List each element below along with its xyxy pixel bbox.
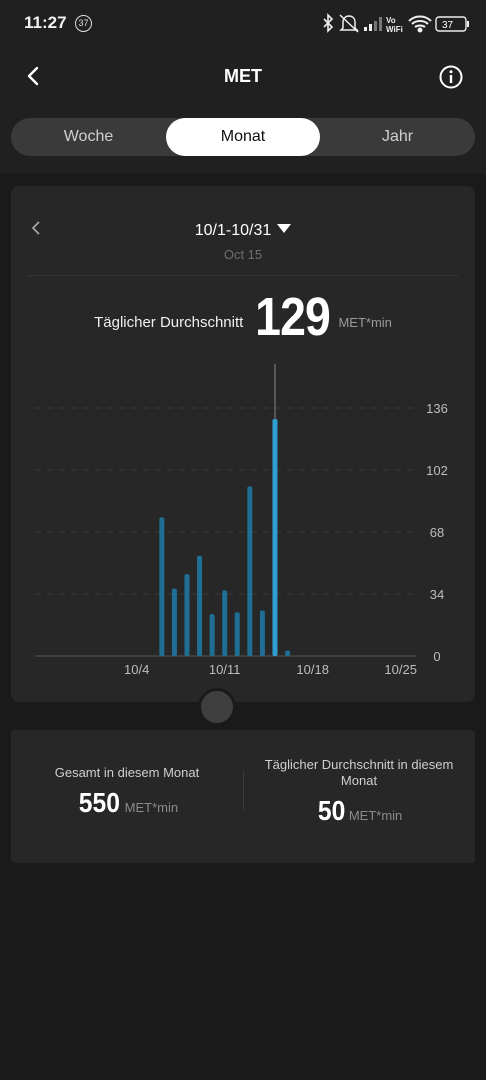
monthly-total: Gesamt in diesem Monat 550 MET*min: [11, 730, 243, 863]
chart-bar: [259, 610, 265, 656]
chart-bar: [272, 418, 278, 656]
status-bar: 11:27 37 Vo WiFi: [0, 0, 486, 48]
drag-handle[interactable]: [198, 688, 236, 726]
daily-average-value: 129: [255, 287, 331, 347]
x-tick-label: 10/25: [384, 662, 417, 677]
info-circle-icon[interactable]: [438, 64, 464, 90]
chart-bar: [197, 555, 203, 656]
monthly-total-unit: MET*min: [124, 800, 179, 815]
period-tabs: Woche Monat Jahr: [0, 110, 486, 174]
tab-week[interactable]: Woche: [63, 128, 114, 145]
date-range-label: 10/1-10/31: [194, 222, 272, 239]
header: MET: [0, 48, 486, 110]
wifi-icon: [408, 15, 432, 33]
y-tick-label: 68: [430, 525, 444, 540]
x-tick-label: 10/4: [124, 662, 149, 677]
status-icons: Vo WiFi 37: [322, 12, 472, 36]
chevron-left-icon[interactable]: [22, 64, 46, 88]
status-time: 11:27: [24, 13, 67, 32]
caret-down-icon: [277, 224, 292, 233]
previous-period-icon[interactable]: [29, 220, 43, 236]
chart-bar: [234, 612, 240, 656]
chart-bar: [184, 573, 190, 656]
signal-icon: [364, 17, 382, 31]
tab-month[interactable]: Monat: [166, 118, 320, 156]
bluetooth-icon: [323, 13, 334, 33]
monthly-total-label: Gesamt in diesem Monat: [54, 765, 200, 780]
chart-card: 10/1-10/31 Oct 15 Täglicher Durchschnitt…: [11, 186, 475, 702]
date-range-selector[interactable]: 10/1-10/31: [11, 222, 475, 240]
stats-divider: [243, 770, 244, 810]
mute-icon: [339, 14, 359, 33]
x-tick-label: 10/11: [209, 662, 241, 677]
svg-text:37: 37: [442, 20, 454, 31]
chart-bar: [159, 517, 165, 656]
notification-badge: 37: [75, 15, 92, 32]
monthly-total-value: 550: [78, 787, 120, 818]
page-title: MET: [224, 66, 262, 86]
chart-bar: [171, 588, 177, 656]
battery-icon: 37: [435, 16, 469, 32]
daily-average: Täglicher Durchschnitt 129 MET*min: [11, 286, 475, 347]
stats-card: Gesamt in diesem Monat 550 MET*min Täglic…: [11, 730, 475, 863]
daily-average-label: Täglicher Durchschnitt: [94, 314, 244, 331]
y-tick-label: 136: [426, 401, 448, 416]
x-tick-label: 10/18: [296, 662, 329, 677]
y-tick-label: 34: [430, 587, 444, 602]
divider: [27, 275, 459, 276]
chart-bar: [247, 486, 253, 656]
chart-bar: [209, 614, 215, 656]
monthly-daily-average-value: 50: [317, 795, 345, 826]
monthly-daily-average-unit: MET*min: [348, 808, 403, 823]
wifi-label: WiFi: [386, 25, 403, 34]
chart-bar: [222, 590, 228, 656]
selected-date: Oct 15: [223, 247, 263, 262]
monthly-daily-average: Täglicher Durchschnitt in diesem Monat 5…: [243, 730, 475, 863]
daily-average-unit: MET*min: [338, 315, 392, 330]
segmented-control: Woche Monat Jahr: [11, 118, 475, 156]
y-tick-label: 0: [433, 649, 440, 664]
y-tick-label: 102: [426, 463, 448, 478]
tab-year[interactable]: Jahr: [381, 128, 414, 145]
chart-bar: [285, 650, 291, 656]
vo-label: Vo: [386, 16, 396, 25]
monthly-daily-average-label: Täglicher Durchschnitt in diesem Monat: [264, 757, 454, 788]
met-bar-chart[interactable]: 0 34 68 102 136 10/4 10/11 10/18 10/25: [11, 356, 475, 686]
